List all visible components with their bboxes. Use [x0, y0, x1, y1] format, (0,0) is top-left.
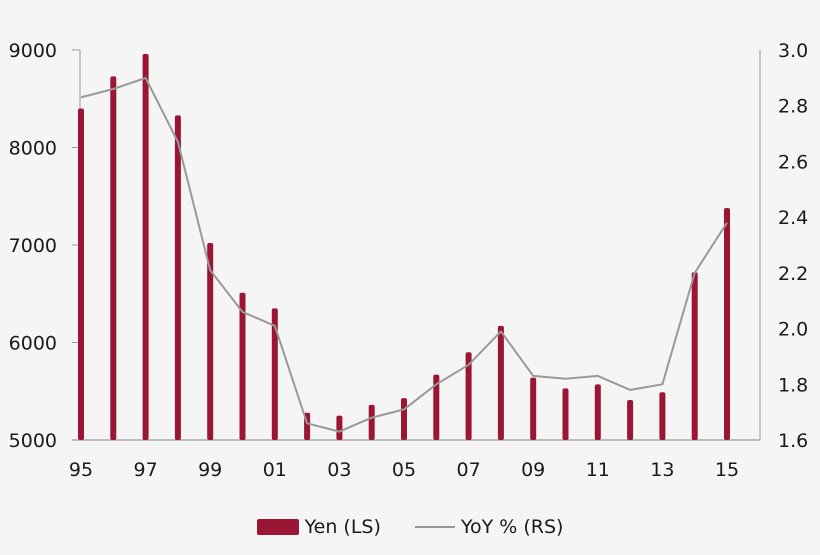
legend-item-yen: Yen (LS) — [256, 516, 381, 538]
bar-05 — [401, 398, 407, 440]
x-tick-label: 99 — [198, 459, 222, 481]
legend-item-yoy: YoY % (RS) — [414, 516, 564, 538]
tick-labels: 5000 6000 7000 8000 9000 1.6 1.8 2.0 2.2 2.4 2.6 2.… — [9, 40, 809, 481]
x-tick-label: 97 — [134, 459, 158, 481]
bar-08 — [497, 325, 504, 440]
line-series-yoy — [80, 76, 728, 433]
x-tick-label: 05 — [392, 459, 416, 481]
legend-label-yen: Yen (LS) — [304, 516, 381, 538]
bar-14 — [691, 272, 698, 440]
bar-04 — [368, 404, 375, 440]
y-left-tick-label: 7000 — [9, 235, 57, 257]
x-tick-label: 11 — [586, 459, 610, 481]
bar-03 — [336, 415, 343, 440]
bar-13 — [659, 392, 666, 440]
combo-chart: 5000 6000 7000 8000 9000 1.6 1.8 2.0 2.2 2.4 2.6 2.… — [9, 40, 809, 481]
bar-12 — [627, 400, 634, 440]
bar-06 — [433, 374, 440, 440]
bar-99 — [207, 243, 214, 440]
y-left-tick-label: 6000 — [9, 333, 57, 355]
x-tick-label: 01 — [263, 459, 287, 481]
x-tick-label: 15 — [715, 459, 739, 481]
legend-label-yoy: YoY % (RS) — [460, 516, 564, 538]
y-right-tick-label: 2.2 — [778, 263, 808, 285]
y-right-tick-label: 3.0 — [778, 40, 808, 62]
x-tick-label: 07 — [457, 459, 481, 481]
bar-96 — [110, 76, 117, 440]
y-right-tick-label: 2.4 — [778, 207, 808, 229]
bar-15 — [724, 207, 730, 440]
y-right-tick-label: 2.0 — [778, 319, 808, 341]
y-left-tick-label: 8000 — [9, 138, 57, 160]
bar-98 — [174, 115, 181, 440]
bar-07 — [465, 352, 472, 440]
y-right-tick-label: 2.8 — [778, 96, 808, 118]
bar-10 — [562, 388, 569, 440]
bar-09 — [530, 377, 537, 440]
y-right-tick-label: 1.6 — [778, 430, 808, 452]
y-right-tick-label: 1.8 — [778, 374, 808, 396]
bar-97 — [142, 53, 149, 441]
x-tick-label: 95 — [69, 459, 93, 481]
y-left-tick-label: 9000 — [9, 40, 57, 62]
bar-swatch-icon — [256, 519, 299, 535]
bar-01 — [271, 308, 278, 440]
x-tick-label: 03 — [327, 459, 351, 481]
bar-series-yen — [78, 53, 730, 441]
x-tick-label: 09 — [521, 459, 545, 481]
legend: Yen (LS) YoY % (RS) — [0, 516, 820, 538]
bar-95 — [78, 108, 84, 440]
y-right-tick-label: 2.6 — [778, 151, 808, 173]
bar-11 — [594, 384, 601, 440]
bar-00 — [239, 292, 246, 440]
y-left-tick-label: 5000 — [9, 430, 57, 452]
x-tick-label: 13 — [650, 459, 674, 481]
line-swatch-icon — [414, 526, 455, 528]
